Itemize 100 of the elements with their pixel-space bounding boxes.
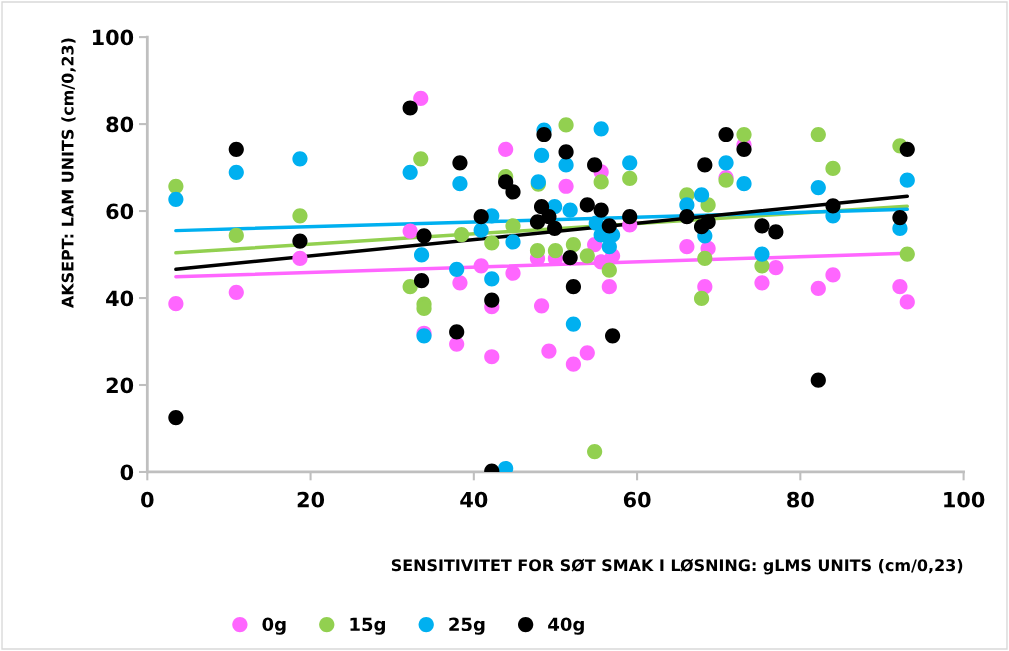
point <box>402 279 418 295</box>
point <box>679 239 695 255</box>
point <box>810 280 826 297</box>
point <box>413 151 429 167</box>
point <box>541 343 557 359</box>
point <box>562 249 578 266</box>
point <box>449 324 465 340</box>
point <box>768 259 784 276</box>
point <box>700 214 716 230</box>
point <box>558 178 574 194</box>
point <box>484 292 500 308</box>
point <box>402 100 418 116</box>
point <box>593 121 609 137</box>
point <box>601 239 617 255</box>
point <box>679 209 695 225</box>
point <box>587 443 603 460</box>
point <box>565 236 582 253</box>
point <box>484 271 500 287</box>
point <box>168 191 184 207</box>
point <box>292 208 308 224</box>
point <box>754 218 770 234</box>
point <box>593 202 609 218</box>
point <box>452 275 468 291</box>
point <box>413 90 429 107</box>
point <box>587 157 603 173</box>
point <box>736 176 752 192</box>
point <box>601 279 617 295</box>
point <box>505 184 521 200</box>
point <box>558 117 574 133</box>
point <box>565 279 582 295</box>
point <box>693 290 710 307</box>
point <box>547 243 564 259</box>
point <box>768 224 784 240</box>
x-tick-label: 40 <box>460 491 488 508</box>
point <box>736 126 752 143</box>
point <box>292 233 308 249</box>
point <box>604 328 621 344</box>
point <box>533 298 550 314</box>
x-tick-label: 60 <box>623 491 651 508</box>
point <box>453 226 470 243</box>
point <box>498 141 514 157</box>
point <box>413 273 430 289</box>
point <box>505 218 521 234</box>
point <box>473 222 489 238</box>
point <box>579 248 595 264</box>
x-tick-label: 80 <box>787 491 814 508</box>
point <box>416 228 432 244</box>
x-axis-title: SENSITIVITET FOR SØT SMAK I LØSNING: gLMS UNITS (cm/0,23) <box>391 558 963 575</box>
point <box>558 157 574 173</box>
point <box>228 141 244 157</box>
y-tick-label: 20 <box>106 377 134 394</box>
x-tick-label: 100 <box>944 491 985 508</box>
point <box>402 164 418 180</box>
point <box>579 197 595 213</box>
legend-label: 15g <box>350 617 385 635</box>
y-tick-label: 80 <box>106 116 134 133</box>
point <box>593 174 609 190</box>
point <box>228 164 244 180</box>
point <box>473 258 489 274</box>
point <box>228 227 244 244</box>
point <box>562 202 578 218</box>
point <box>505 265 521 281</box>
point <box>292 250 308 267</box>
point <box>558 144 574 160</box>
y-axis-title: AKSEPT: LAM UNITS (cm/0,23) <box>61 38 76 309</box>
legend-label: 40g <box>548 617 584 635</box>
point <box>168 410 184 426</box>
point <box>565 356 582 372</box>
point <box>892 209 908 226</box>
point <box>484 349 500 365</box>
point <box>547 220 563 237</box>
point <box>810 372 826 388</box>
point <box>697 157 713 173</box>
point <box>168 296 184 312</box>
point <box>452 155 468 171</box>
x-tick-label: 20 <box>297 491 325 508</box>
point <box>168 178 184 194</box>
point <box>892 279 908 295</box>
y-tick-label: 40 <box>106 290 134 307</box>
point <box>825 267 841 283</box>
point <box>622 170 638 187</box>
point <box>505 234 521 250</box>
point <box>292 151 308 167</box>
point <box>533 199 550 215</box>
point <box>718 126 734 143</box>
legend-label: 25g <box>449 617 485 635</box>
point <box>899 246 915 262</box>
point <box>736 141 752 157</box>
point <box>754 246 770 262</box>
point <box>622 155 638 171</box>
point <box>484 235 500 251</box>
point <box>228 284 244 300</box>
point <box>402 223 418 239</box>
point <box>541 209 557 225</box>
x-tick-label: 0 <box>141 491 154 508</box>
point <box>533 147 550 163</box>
point <box>536 126 552 143</box>
y-tick-label: 60 <box>106 203 134 220</box>
point <box>899 294 915 310</box>
point <box>899 172 915 188</box>
